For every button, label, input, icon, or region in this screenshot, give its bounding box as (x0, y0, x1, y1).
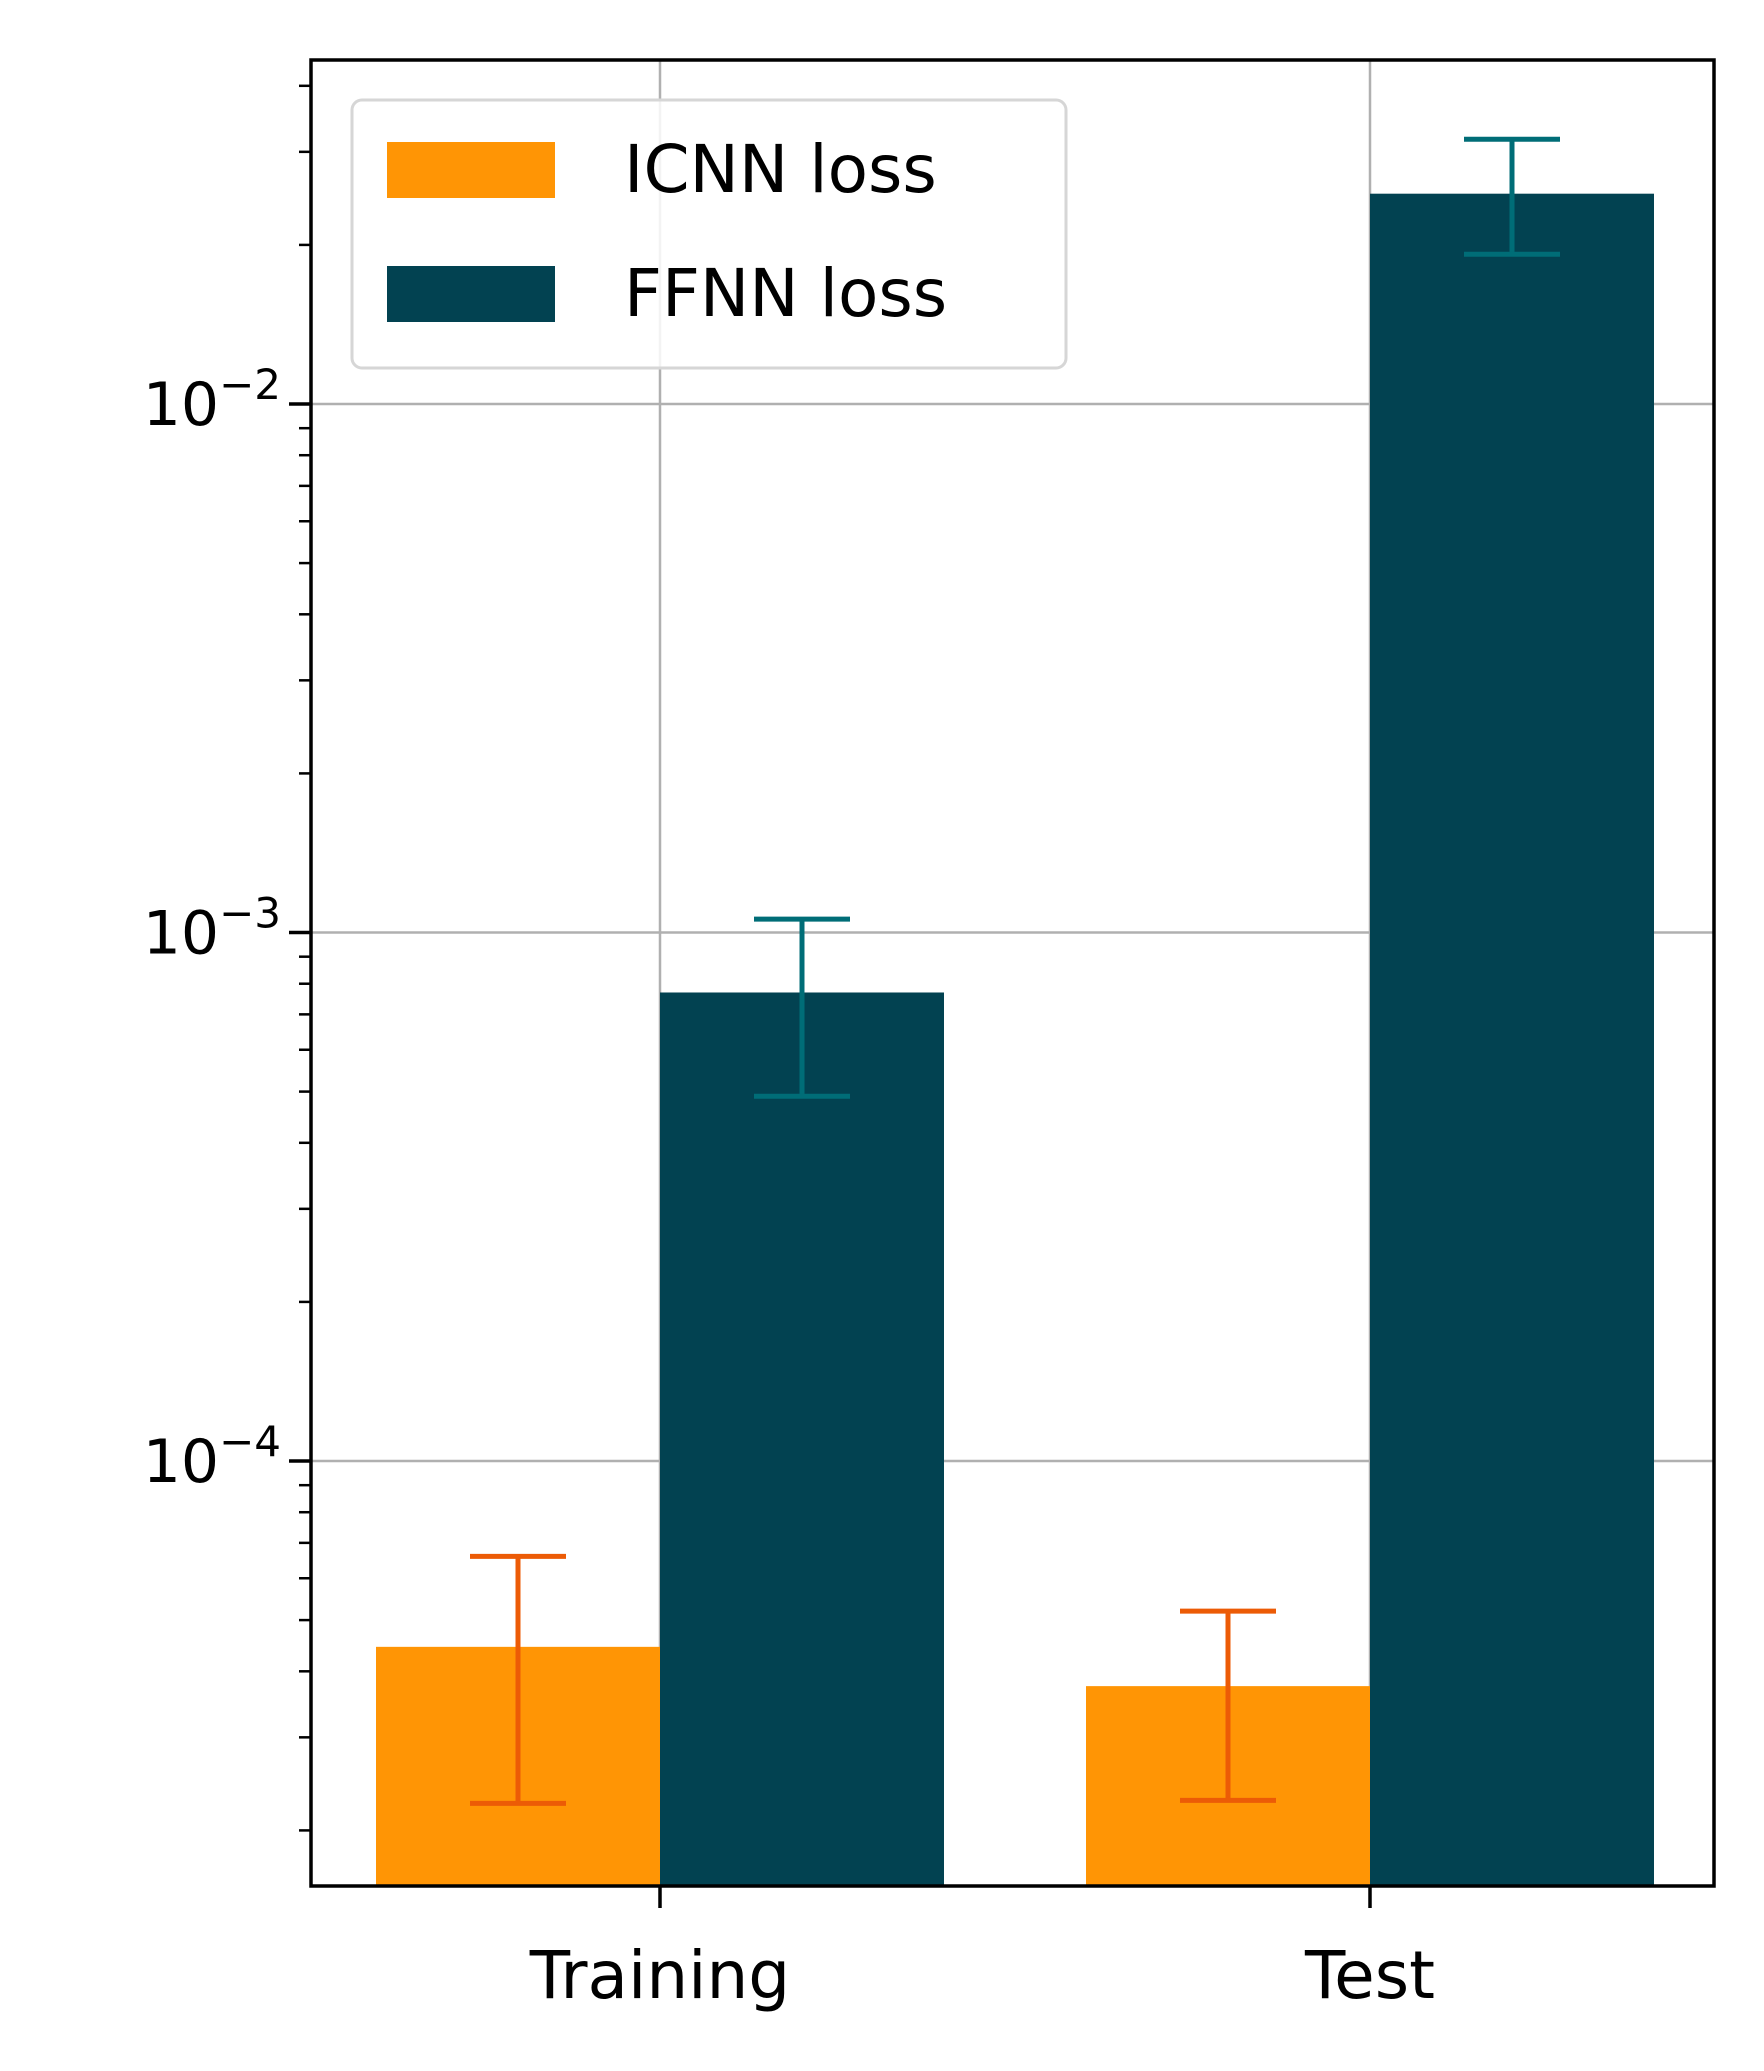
bar (1370, 193, 1654, 1886)
y-tick-label: 10−4 (143, 1417, 281, 1497)
x-tick-label: Training (529, 1937, 790, 2014)
x-axis: Training Test (529, 1886, 1435, 2014)
plot-frame (309, 58, 1716, 1888)
y-axis: 10−4 10−3 10−2 (143, 84, 311, 1832)
legend: ICNN loss FFNN loss (350, 98, 1068, 370)
bar (660, 992, 944, 1886)
legend-label: FFNN loss (624, 255, 947, 332)
y-tick-label: 10−3 (143, 889, 281, 969)
legend-label: ICNN loss (624, 131, 937, 208)
error-bars (470, 136, 1560, 1806)
x-tick-label: Test (1304, 1937, 1435, 2014)
legend-swatch (387, 142, 555, 198)
y-tick-label: 10−2 (143, 360, 281, 440)
legend-swatch (387, 266, 555, 322)
